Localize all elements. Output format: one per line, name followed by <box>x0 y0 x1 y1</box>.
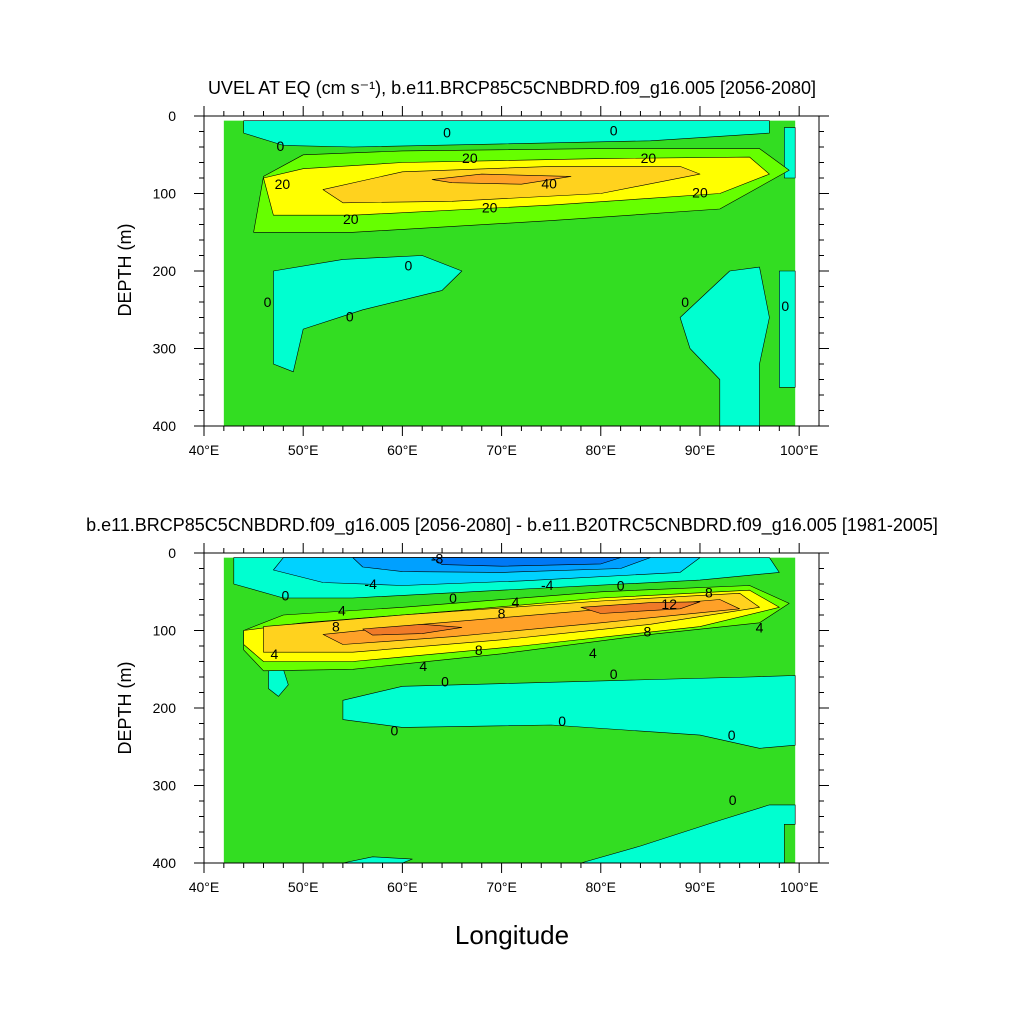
panel-bottom-y-tick-label: 100 <box>153 623 177 639</box>
panel-bottom-contour-label: -8 <box>431 550 444 566</box>
panel-top-contour-label: 0 <box>276 138 284 154</box>
panel-bottom-contour-label: 0 <box>610 666 618 682</box>
panel-bottom-contour-label: 4 <box>271 646 279 662</box>
panel-bottom-title: b.e11.BRCP85C5CNBDRD.f09_g16.005 [2056-2… <box>86 515 938 536</box>
panel-bottom-contour-region-n1 <box>342 675 796 749</box>
panel-top-contour-label: 20 <box>275 176 291 192</box>
panel-top-contour-label: 0 <box>346 309 354 325</box>
panel-bottom-contour-label: 8 <box>475 642 483 658</box>
panel-bottom-contour-label: 8 <box>643 623 651 639</box>
panel-top: UVEL AT EQ (cm s⁻¹), b.e11.BRCP85C5CNBDR… <box>115 78 829 458</box>
panel-top-contour-label: 0 <box>610 123 618 139</box>
panel-top-contour-label: 20 <box>641 150 657 166</box>
panel-top-y-axis-label: DEPTH (m) <box>115 224 135 317</box>
panel-top-contour-label: 0 <box>443 124 451 140</box>
panel-top-title: UVEL AT EQ (cm s⁻¹), b.e11.BRCP85C5CNBDR… <box>208 78 816 99</box>
panel-bottom-contour-label: 4 <box>589 645 597 661</box>
panel-bottom-y-tick-label: 400 <box>153 855 177 871</box>
panel-bottom-contour-label: -4 <box>364 576 377 592</box>
panel-top-x-tick-label: 90°E <box>685 442 716 458</box>
panel-bottom-contour-label: 0 <box>391 722 399 738</box>
panel-bottom-contour-label: 8 <box>332 619 340 635</box>
panel-top-contour-label: 0 <box>681 294 689 310</box>
panel-bottom-contour-label: 4 <box>338 602 346 618</box>
panel-bottom-contour-label: 0 <box>281 588 289 604</box>
panel-top-x-tick-label: 60°E <box>387 442 418 458</box>
panel-top-x-tick-label: 40°E <box>189 442 220 458</box>
panel-bottom-contour-label: 12 <box>661 596 677 612</box>
panel-top-contour-label: 40 <box>541 175 557 191</box>
panel-bottom-y-tick-label: 200 <box>153 700 177 716</box>
panel-top-x-tick-label: 100°E <box>780 442 818 458</box>
panel-bottom-contour-label: 0 <box>558 713 566 729</box>
panel-bottom-contour-label: 4 <box>512 594 520 610</box>
panel-top-y-tick-label: 300 <box>153 341 177 357</box>
panel-bottom: b.e11.BRCP85C5CNBDRD.f09_g16.005 [2056-2… <box>86 515 938 950</box>
panel-top-contour-label: 0 <box>264 294 272 310</box>
panel-top-contour-label: 0 <box>781 298 789 314</box>
panel-top-contour-region-neg <box>273 255 463 373</box>
panel-top-y-tick-label: 200 <box>153 263 177 279</box>
panel-top-contour-region-neg <box>778 270 796 388</box>
panel-top-contour-label: 20 <box>462 150 478 166</box>
panel-bottom-contour-region-n1 <box>580 804 796 864</box>
panel-bottom-contour-region-p5 <box>580 601 701 614</box>
panel-bottom-contour-label: 0 <box>729 792 737 808</box>
panel-bottom-contour-label: 4 <box>756 619 764 635</box>
panel-bottom-contour-label: 0 <box>449 590 457 606</box>
panel-bottom-x-tick-label: 50°E <box>288 879 319 895</box>
panel-top-contour-region-neg <box>243 120 770 148</box>
panel-bottom-contour-label: -4 <box>541 577 554 593</box>
panel-top-x-tick-label: 70°E <box>486 442 517 458</box>
panel-top-y-tick-label: 400 <box>153 418 177 434</box>
panel-top-y-tick-label: 0 <box>168 108 176 124</box>
panel-top-contour-label: 20 <box>692 185 708 201</box>
panel-bottom-x-tick-label: 60°E <box>387 879 418 895</box>
panel-top-contour-label: 20 <box>343 211 359 227</box>
panel-bottom-x-tick-label: 100°E <box>780 879 818 895</box>
panel-top-contour-label: 0 <box>404 258 412 274</box>
x-axis-title: Longitude <box>455 920 569 950</box>
panel-bottom-y-tick-label: 300 <box>153 778 177 794</box>
panel-bottom-contour-label: 4 <box>419 658 427 674</box>
panel-bottom-y-axis-label: DEPTH (m) <box>115 662 135 755</box>
panel-bottom-contour-region-n4 <box>431 557 621 567</box>
panel-bottom-contour-label: 0 <box>617 578 625 594</box>
panel-top-contour-region-neg <box>783 127 796 179</box>
panel-top-y-tick-label: 100 <box>153 186 177 202</box>
panel-bottom-contour-label: 0 <box>441 674 449 690</box>
panel-top-contour-region-l30 <box>322 166 701 204</box>
panel-top-contour-region-l40 <box>431 173 572 185</box>
panel-top-contour-region-neg <box>679 266 770 427</box>
panel-bottom-x-tick-label: 80°E <box>586 879 617 895</box>
panel-bottom-x-tick-label: 70°E <box>486 879 517 895</box>
panel-bottom-contour-label: 8 <box>498 605 506 621</box>
panel-top-x-tick-label: 80°E <box>586 442 617 458</box>
panel-top-contour-label: 20 <box>482 199 498 215</box>
panel-bottom-x-tick-label: 40°E <box>189 879 220 895</box>
panel-bottom-contour-label: 8 <box>705 585 713 601</box>
panel-bottom-contour-label: 0 <box>728 727 736 743</box>
panel-bottom-y-tick-label: 0 <box>168 545 176 561</box>
panel-top-x-tick-label: 50°E <box>288 442 319 458</box>
panel-bottom-x-tick-label: 90°E <box>685 879 716 895</box>
panel-bottom-contour-region-p5 <box>362 623 463 636</box>
